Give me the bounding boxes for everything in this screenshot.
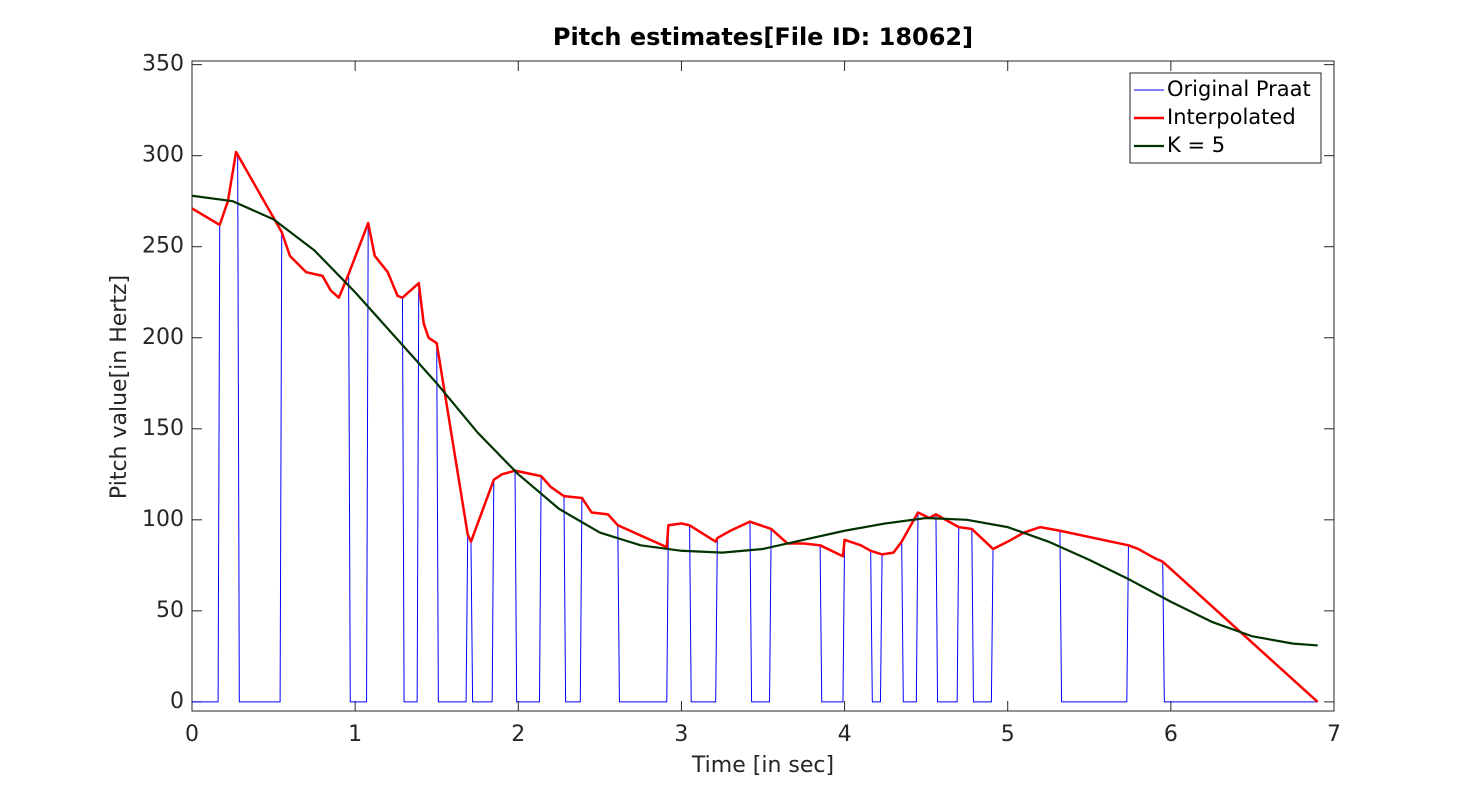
series-line	[192, 151, 1318, 703]
y-tick-label: 100	[142, 507, 184, 532]
legend-label: Interpolated	[1167, 105, 1296, 129]
y-tick-label: 350	[142, 52, 184, 77]
series-line	[191, 150, 1319, 703]
x-tick-label: 2	[511, 722, 525, 747]
legend-label: Original Praat	[1167, 77, 1311, 101]
plot-area	[191, 60, 1335, 712]
x-tick-label: 5	[1001, 722, 1015, 747]
y-tick-label: 250	[142, 234, 184, 259]
y-tick-label: 300	[142, 143, 184, 168]
y-tick-label: 150	[142, 416, 184, 441]
x-tick-label: 0	[185, 722, 199, 747]
y-tick-label: 0	[170, 689, 184, 714]
series-line	[191, 194, 1318, 647]
x-tick-label: 7	[1327, 722, 1341, 747]
y-tick-label: 50	[156, 598, 184, 623]
x-tick-label: 1	[348, 722, 362, 747]
legend-label: K = 5	[1167, 133, 1225, 157]
x-tick-label: 4	[838, 722, 852, 747]
x-tick-label: 3	[674, 722, 688, 747]
x-axis-label: Time [in sec]	[691, 753, 834, 778]
y-tick-label: 200	[142, 325, 184, 350]
chart-title: Pitch estimates[File ID: 18062]	[553, 23, 973, 51]
x-tick-label: 6	[1164, 722, 1178, 747]
y-axis-label: Pitch value[in Hertz]	[107, 275, 132, 499]
